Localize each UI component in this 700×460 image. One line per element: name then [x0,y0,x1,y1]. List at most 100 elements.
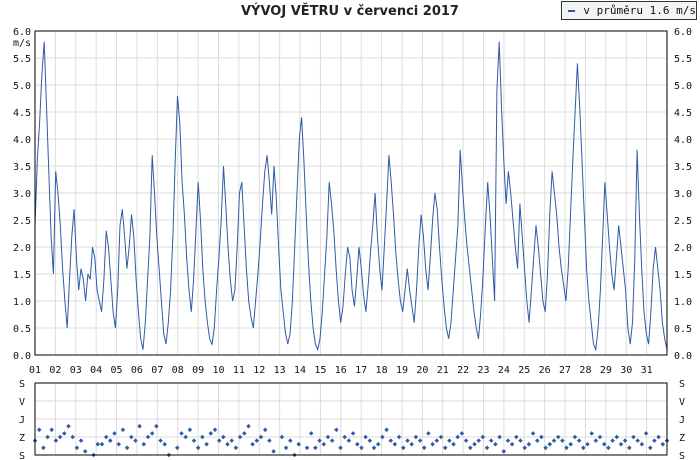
x-tick-label: 28 [579,365,591,376]
y-tick-label-right: 1.0 [674,297,692,308]
direction-point [601,441,607,447]
direction-point [401,445,406,451]
direction-point [283,445,289,451]
direction-point [627,445,632,451]
direction-point [468,445,473,451]
x-tick-label: 16 [335,365,347,376]
direction-point [262,427,268,433]
y-tick-label-right: 5.5 [674,54,692,65]
direction-point [576,438,582,443]
x-tick-label: 14 [294,365,306,376]
direction-point [359,445,364,451]
direction-point [271,449,276,454]
x-tick-label: 07 [151,365,163,376]
direction-point [547,441,553,447]
direction-point [442,445,448,451]
legend[interactable]: v průměru 1.6 m/s [561,1,697,20]
direction-point [175,445,180,451]
direction-point [154,423,159,429]
direction-point [95,441,101,447]
direction-point [463,438,469,443]
direction-point [129,434,134,440]
x-tick-label: 04 [90,365,102,376]
direction-point [455,434,460,440]
direction-point [497,434,502,440]
direction-point [581,445,586,451]
direction-point [476,438,481,443]
direction-point [409,441,414,447]
direction-point [267,438,272,443]
y-tick-label-left: 4.0 [13,135,31,146]
direction-point [643,431,649,436]
direction-point [413,434,419,440]
direction-point [41,445,46,451]
plot-frame-top [34,30,668,356]
x-tick-label: 27 [559,365,571,376]
direction-point [242,431,247,436]
direction-point [62,431,67,436]
x-tick-label: 02 [49,365,61,376]
direction-point [237,434,243,440]
direction-point [149,431,155,436]
direction-point [254,438,260,443]
x-tick-label: 11 [233,365,245,376]
direction-point [137,423,142,429]
y-tick-label-left: 1.0 [13,297,31,308]
direction-point [384,427,389,433]
direction-point [204,441,209,447]
x-tick-label: 19 [396,365,408,376]
direction-point [216,438,222,443]
direction-point [191,438,197,443]
direction-point [535,438,540,443]
dir-tick-label-right: J [679,415,685,426]
direction-point [484,445,490,451]
direction-point [221,434,226,440]
direction-point [480,434,486,440]
direction-point [304,445,310,451]
y-tick-label-right: 3.5 [674,162,692,173]
direction-point [518,438,523,443]
direction-point [459,431,465,436]
direction-point [246,423,251,429]
y-tick-label-right: 0.5 [674,324,692,335]
direction-point [421,445,427,451]
x-tick-label: 29 [600,365,612,376]
y-tick-label-right: 1.5 [674,270,692,281]
y-tick-label-left: 5.0 [13,81,31,92]
direction-point [656,434,661,440]
direction-point [618,441,624,447]
direction-point [551,438,557,443]
direction-point [430,441,435,447]
dir-tick-label-left: S [19,379,25,390]
dir-tick-label-right: V [679,397,685,408]
direction-point [49,427,54,433]
direction-point [530,431,536,436]
dir-tick-label-left: J [19,415,25,426]
direction-point [447,438,452,443]
y-tick-label-left: 4.5 [13,108,31,119]
wind-speed-line [34,41,668,352]
x-tick-label: 18 [376,365,388,376]
dir-tick-label-left: S [19,451,25,460]
direction-point [355,441,360,447]
direction-point [610,438,615,443]
direction-point [526,441,532,447]
x-tick-label: 03 [70,365,82,376]
direction-point [614,434,620,440]
direction-point [396,434,402,440]
x-tick-label: 10 [212,365,224,376]
direction-point [78,438,84,443]
direction-point [593,438,599,443]
y-tick-label-left: 6.0 [13,27,31,38]
direction-point [622,438,628,443]
direction-point [660,441,666,447]
direction-point [116,441,121,447]
direction-point [334,427,339,433]
direction-point [103,434,109,440]
y-tick-label-right: 4.0 [674,135,692,146]
direction-point [438,434,444,440]
direction-point [338,445,343,451]
dir-tick-label-left: V [19,397,25,408]
y-tick-label-left: 0.0 [13,351,31,362]
direction-point [346,438,352,443]
